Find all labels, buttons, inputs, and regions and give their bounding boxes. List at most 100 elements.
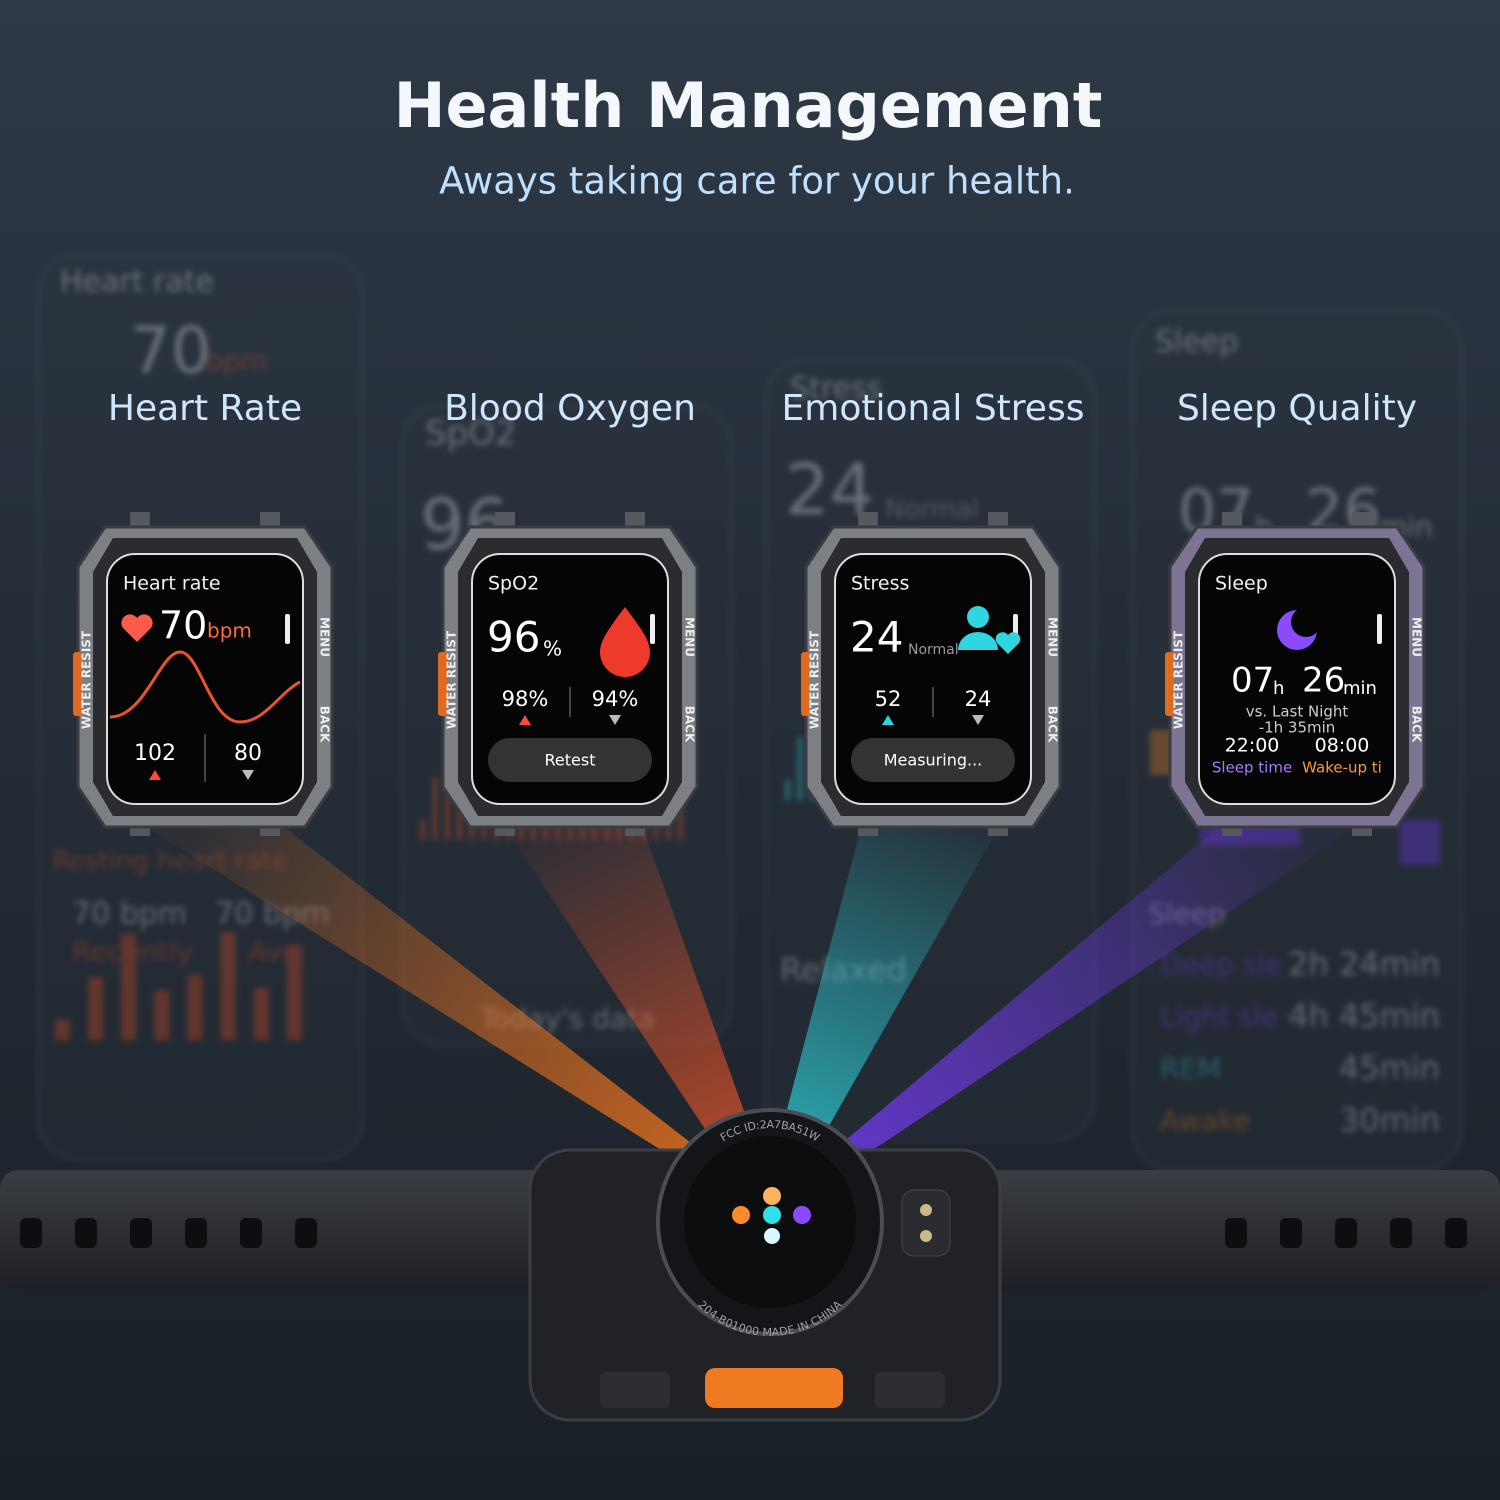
sensor-led <box>793 1206 811 1224</box>
panel-bar <box>286 945 302 1040</box>
screen-value: 24 <box>850 613 903 662</box>
trend-arrow <box>609 715 621 725</box>
light-beam <box>500 820 780 1212</box>
bezel-text: MENU <box>318 617 332 657</box>
screen-button-label: Retest <box>545 751 596 770</box>
feature-label: Sleep Quality <box>1177 388 1417 429</box>
screen-value: 96 <box>487 613 540 662</box>
stat: 52 <box>875 687 902 711</box>
panel-text: Light sle <box>1160 1000 1278 1033</box>
panel-text: 2h 24min <box>1288 945 1440 983</box>
feature-label: Heart Rate <box>108 388 302 429</box>
trend-arrow <box>972 715 984 725</box>
comparison: vs. Last Night <box>1246 703 1349 721</box>
subtitle: Aways taking care for your health. <box>439 160 1075 203</box>
panel-text: Recently <box>72 935 193 968</box>
stat-label: Sleep time <box>1212 759 1292 777</box>
strap-hole <box>240 1218 262 1248</box>
screen-value: 26 <box>1302 661 1345 701</box>
side-button <box>438 652 447 716</box>
stat: 80 <box>234 741 262 766</box>
panel-text: Stress <box>790 372 882 407</box>
strap-hole <box>130 1218 152 1248</box>
strap-hole <box>1280 1218 1302 1248</box>
watch: WATER RESIST MENU BACK SpO2 96 % 98% 94% Retest <box>438 512 699 836</box>
person-icon <box>958 632 998 650</box>
panel-text: 45min <box>1339 1049 1440 1087</box>
side-grip <box>875 1372 945 1408</box>
screen-button-label: Measuring... <box>884 751 983 770</box>
device-back: FCC ID:2A7BA51W 204-B01000 MADE IN CHINA <box>0 1108 1500 1422</box>
screen-button <box>851 738 1015 782</box>
charging-port <box>901 1189 951 1257</box>
screen-unit: min <box>1343 678 1377 699</box>
screen-title: Heart rate <box>123 573 221 595</box>
drop-icon <box>600 607 650 677</box>
screen-value: 70 <box>159 604 207 648</box>
panel-bar <box>785 780 791 800</box>
panel-text: Avg <box>248 935 300 968</box>
bezel-text: BACK <box>318 706 332 743</box>
panel-text: 70 bpm <box>72 897 187 932</box>
light-beam <box>135 820 780 1212</box>
strap-hole <box>185 1218 207 1248</box>
bezel-text: BACK <box>1410 706 1424 743</box>
screen-button <box>488 738 652 782</box>
trend-arrow <box>242 770 254 780</box>
screen <box>106 553 304 805</box>
watch-lug <box>260 512 280 526</box>
panel-text: 30min <box>1339 1101 1440 1139</box>
panel-text: bpm <box>205 344 268 377</box>
trend-arrow <box>519 715 531 725</box>
strap-hole <box>1335 1218 1357 1248</box>
sensor-led <box>763 1206 781 1224</box>
watch-lug <box>1352 512 1372 526</box>
panel-text: SpO2 <box>425 414 517 454</box>
bezel-text: BACK <box>683 706 697 743</box>
sensor-led <box>763 1187 781 1205</box>
strap-hole <box>20 1218 42 1248</box>
stat-label: Wake-up ti <box>1302 759 1382 777</box>
strap-hole <box>1390 1218 1412 1248</box>
watch: WATER RESIST MENU BACK Stress 24 Normal 52 24 Me… <box>801 512 1062 836</box>
stat: 08:00 <box>1315 735 1370 757</box>
panel-text: 70 <box>130 315 211 389</box>
light-beams <box>135 820 1367 1212</box>
panel-text: Sleep <box>1155 325 1238 360</box>
panel-bar <box>1400 820 1440 865</box>
bezel-text: BACK <box>1046 706 1060 743</box>
watch: WATER RESIST MENU BACK Heart rate 70 bpm 102 80 <box>73 512 334 836</box>
title: Health Management <box>394 69 1103 142</box>
panel-bar <box>154 990 170 1040</box>
trend-arrow <box>149 770 161 780</box>
watch-lug <box>858 512 878 526</box>
stat: 24 <box>965 687 992 711</box>
panel-bar <box>88 977 104 1040</box>
bezel-text: WATER RESIST <box>808 630 822 729</box>
sensor-led <box>764 1228 780 1244</box>
panel-text: Normal <box>885 495 979 525</box>
side-button <box>1165 652 1174 716</box>
panel-bar <box>187 975 203 1040</box>
light-beam <box>760 820 1367 1212</box>
watch-lug <box>130 512 150 526</box>
light-beam <box>760 820 1003 1212</box>
side-button <box>73 652 82 716</box>
panel-text: Heart rate <box>60 265 214 300</box>
panel-bar <box>55 1020 70 1040</box>
strap-hole <box>1445 1218 1467 1248</box>
watch-lug <box>495 512 515 526</box>
scroll-indicator <box>650 614 655 644</box>
heart-icon <box>995 632 1021 654</box>
panel-bar <box>220 932 236 1040</box>
bezel-text: MENU <box>683 617 697 657</box>
bezel-text: MENU <box>1410 617 1424 657</box>
stat: 102 <box>134 741 176 766</box>
heart-wave <box>109 650 301 724</box>
stat: 98% <box>502 687 549 711</box>
watches: Heart Rate WATER RESIST MENU BACK Heart rate… <box>73 388 1426 836</box>
stat: 22:00 <box>1225 735 1280 757</box>
bezel-text: WATER RESIST <box>1172 630 1186 729</box>
